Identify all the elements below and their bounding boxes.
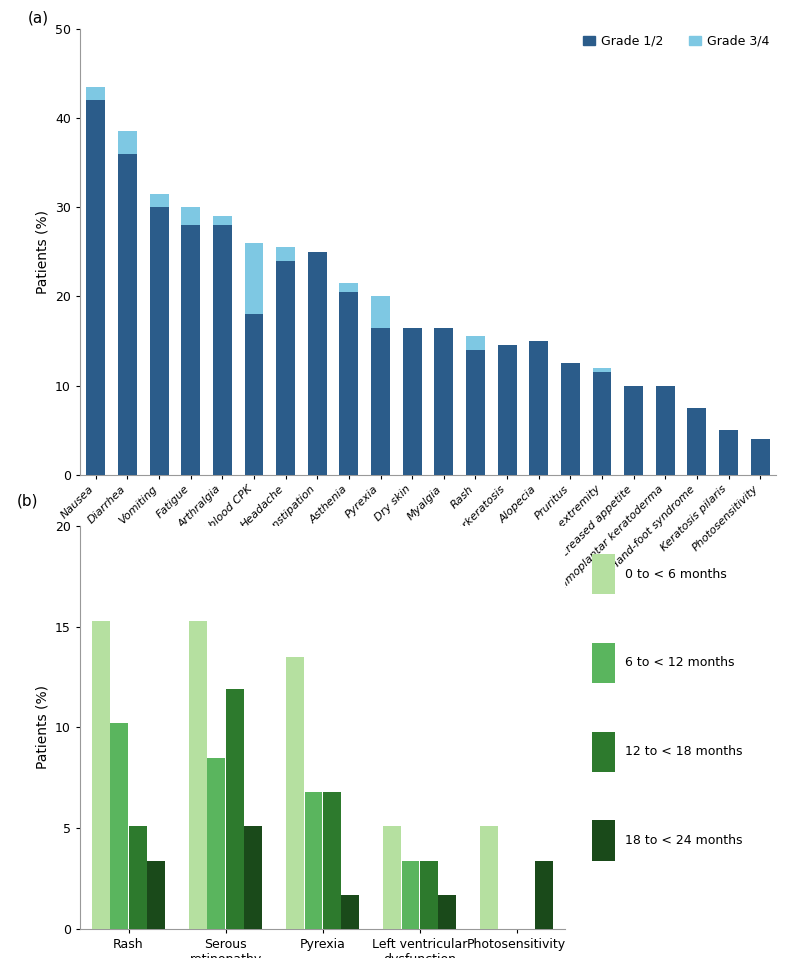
- Bar: [150, 194, 169, 207]
- Bar: [371, 328, 390, 475]
- Bar: [561, 363, 580, 475]
- Y-axis label: Patients (%): Patients (%): [35, 210, 50, 294]
- Bar: [341, 895, 358, 929]
- Text: (b): (b): [17, 493, 38, 509]
- Bar: [226, 689, 243, 929]
- Bar: [420, 860, 438, 929]
- Legend: Grade 1/2, Grade 3/4: Grade 1/2, Grade 3/4: [582, 35, 770, 48]
- Bar: [322, 792, 341, 929]
- Bar: [86, 100, 106, 475]
- Bar: [592, 732, 615, 772]
- Bar: [190, 621, 207, 929]
- Text: (a): (a): [28, 11, 49, 26]
- Bar: [402, 328, 422, 475]
- Bar: [276, 247, 295, 261]
- Bar: [592, 643, 615, 683]
- Bar: [593, 372, 611, 475]
- Bar: [593, 368, 611, 372]
- Bar: [244, 827, 262, 929]
- Bar: [276, 261, 295, 475]
- Bar: [245, 314, 263, 475]
- Bar: [86, 87, 106, 100]
- Bar: [383, 827, 401, 929]
- Bar: [308, 252, 326, 475]
- Bar: [656, 385, 674, 475]
- Bar: [207, 758, 226, 929]
- Text: 18 to < 24 months: 18 to < 24 months: [625, 834, 742, 847]
- Bar: [535, 860, 553, 929]
- Bar: [110, 723, 128, 929]
- Bar: [592, 554, 615, 594]
- Bar: [118, 131, 137, 153]
- Bar: [245, 242, 263, 314]
- Bar: [592, 820, 615, 860]
- Bar: [434, 328, 454, 475]
- Bar: [498, 346, 517, 475]
- Bar: [150, 207, 169, 475]
- Bar: [339, 283, 358, 292]
- Bar: [750, 439, 770, 475]
- Text: 0 to < 6 months: 0 to < 6 months: [625, 568, 726, 581]
- Bar: [402, 860, 419, 929]
- Text: 12 to < 18 months: 12 to < 18 months: [625, 745, 742, 758]
- Bar: [213, 225, 232, 475]
- Y-axis label: Patients (%): Patients (%): [35, 686, 50, 769]
- Bar: [371, 296, 390, 328]
- Bar: [438, 895, 456, 929]
- Bar: [466, 350, 485, 475]
- Bar: [92, 621, 110, 929]
- Text: 6 to < 12 months: 6 to < 12 months: [625, 656, 734, 670]
- Bar: [687, 408, 706, 475]
- Bar: [182, 207, 200, 225]
- Bar: [339, 292, 358, 475]
- Bar: [480, 827, 498, 929]
- Bar: [466, 336, 485, 350]
- Bar: [624, 385, 643, 475]
- Bar: [118, 153, 137, 475]
- Bar: [719, 430, 738, 475]
- Bar: [305, 792, 322, 929]
- Bar: [286, 657, 304, 929]
- Bar: [530, 341, 548, 475]
- Bar: [129, 827, 146, 929]
- Bar: [182, 225, 200, 475]
- Bar: [147, 860, 165, 929]
- Bar: [213, 217, 232, 225]
